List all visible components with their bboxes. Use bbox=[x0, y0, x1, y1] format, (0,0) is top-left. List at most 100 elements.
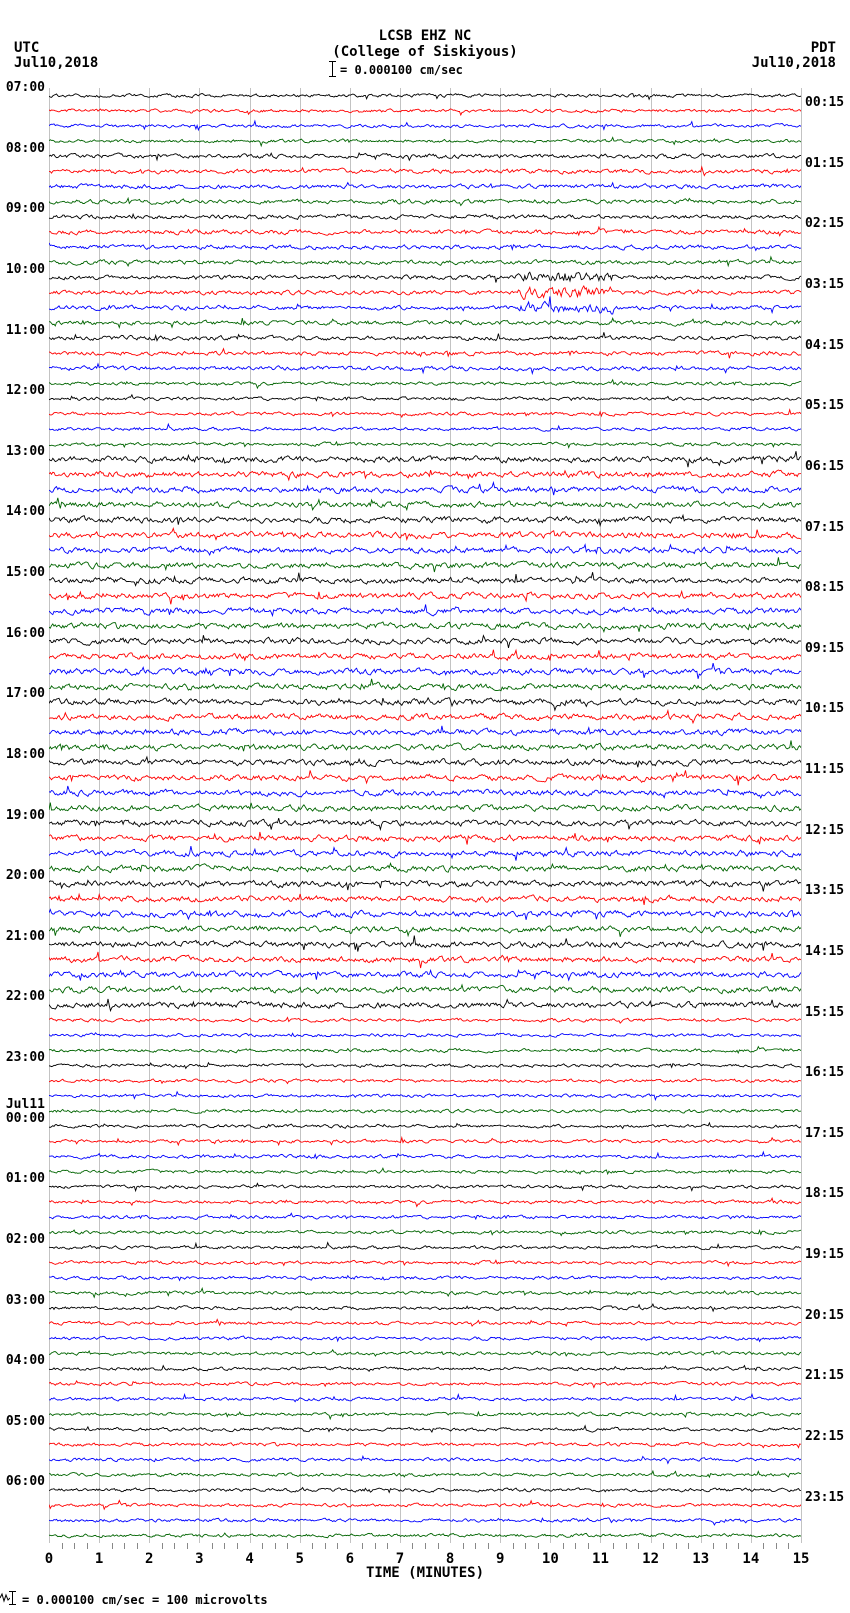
utc-time-label: 05:00 bbox=[6, 1414, 45, 1429]
scale-label: = 0.000100 cm/sec bbox=[340, 63, 463, 77]
minor-tick bbox=[475, 1543, 476, 1549]
trace-line bbox=[49, 410, 801, 417]
x-tick-label: 9 bbox=[496, 1551, 504, 1567]
minor-tick bbox=[525, 1543, 526, 1549]
utc-time-label: 09:00 bbox=[6, 201, 45, 216]
trace-line bbox=[49, 1304, 801, 1311]
minor-tick bbox=[726, 1543, 727, 1549]
trace-line bbox=[49, 1442, 801, 1447]
trace-line bbox=[49, 257, 801, 266]
pdt-time-label: 20:15 bbox=[805, 1308, 844, 1323]
trace-line bbox=[49, 1198, 801, 1206]
pdt-time-label: 11:15 bbox=[805, 762, 844, 777]
utc-time-label: 02:00 bbox=[6, 1232, 45, 1247]
utc-time-label: 03:00 bbox=[6, 1293, 45, 1308]
station-id: LCSB EHZ NC bbox=[0, 28, 850, 44]
minor-tick bbox=[212, 1543, 213, 1549]
trace-line bbox=[49, 1426, 801, 1432]
pdt-time-label: 14:15 bbox=[805, 944, 844, 959]
minor-tick bbox=[87, 1543, 88, 1549]
pdt-time-label: 23:15 bbox=[805, 1490, 844, 1505]
trace-line bbox=[49, 650, 801, 661]
pdt-time-label: 10:15 bbox=[805, 701, 844, 716]
trace-line bbox=[49, 985, 801, 994]
minor-tick bbox=[162, 1543, 163, 1549]
right-date: Jul10,2018 bbox=[752, 55, 836, 71]
minor-tick bbox=[488, 1543, 489, 1549]
station-name: (College of Siskiyous) bbox=[0, 44, 850, 60]
minor-tick bbox=[124, 1543, 125, 1549]
trace-line bbox=[49, 296, 801, 314]
seismogram-svg bbox=[49, 88, 801, 1543]
pdt-time-label: 08:15 bbox=[805, 580, 844, 595]
trace-line bbox=[49, 786, 801, 798]
pdt-time-label: 21:15 bbox=[805, 1368, 844, 1383]
trace-line bbox=[49, 318, 801, 327]
utc-time-label: 14:00 bbox=[6, 504, 45, 519]
utc-time-label: 23:00 bbox=[6, 1050, 45, 1065]
trace-line bbox=[49, 711, 801, 723]
trace-line bbox=[49, 1079, 801, 1084]
footer-scale-text: = 0.000100 cm/sec = 100 microvolts bbox=[22, 1593, 268, 1607]
pdt-time-label: 18:15 bbox=[805, 1186, 844, 1201]
trace-line bbox=[49, 1319, 801, 1326]
trace-line bbox=[49, 1381, 801, 1388]
pdt-time-label: 02:15 bbox=[805, 216, 844, 231]
x-axis-title: TIME (MINUTES) bbox=[366, 1565, 484, 1581]
trace-line bbox=[49, 1168, 801, 1174]
pdt-time-label: 06:15 bbox=[805, 459, 844, 474]
trace-line bbox=[49, 332, 801, 340]
minor-tick bbox=[538, 1543, 539, 1549]
pdt-time-label: 19:15 bbox=[805, 1247, 844, 1262]
x-tick-label: 5 bbox=[295, 1551, 303, 1567]
minor-tick bbox=[763, 1543, 764, 1549]
utc-time-label: 13:00 bbox=[6, 444, 45, 459]
scale-bar-icon bbox=[12, 1591, 13, 1605]
trace-line bbox=[49, 936, 801, 952]
minor-tick bbox=[738, 1543, 739, 1549]
trace-line bbox=[49, 153, 801, 160]
trace-line bbox=[49, 1033, 801, 1038]
minor-tick bbox=[137, 1543, 138, 1549]
x-tick-label: 10 bbox=[542, 1551, 559, 1567]
trace-line bbox=[49, 272, 801, 282]
utc-time-label: 18:00 bbox=[6, 747, 45, 762]
trace-line bbox=[49, 832, 801, 845]
trace-line bbox=[49, 286, 801, 299]
plot-area: 0123456789101112131415TIME (MINUTES) bbox=[49, 88, 801, 1543]
trace-line bbox=[49, 1183, 801, 1190]
trace-line bbox=[49, 698, 801, 710]
pdt-time-label: 05:15 bbox=[805, 398, 844, 413]
gridline bbox=[801, 88, 802, 1543]
trace-line bbox=[49, 442, 801, 448]
trace-line bbox=[49, 726, 801, 736]
trace-line bbox=[49, 515, 801, 525]
minor-tick bbox=[287, 1543, 288, 1549]
minor-tick bbox=[563, 1543, 564, 1549]
scale-bar-icon bbox=[332, 61, 333, 77]
trace-line bbox=[49, 1138, 801, 1145]
pdt-time-label: 03:15 bbox=[805, 277, 844, 292]
minor-tick bbox=[224, 1543, 225, 1549]
x-tick-label: 2 bbox=[145, 1551, 153, 1567]
trace-line bbox=[49, 1230, 801, 1236]
x-tick-label: 4 bbox=[245, 1551, 253, 1567]
utc-time-label: 17:00 bbox=[6, 686, 45, 701]
trace-line bbox=[49, 1288, 801, 1297]
minor-tick bbox=[262, 1543, 263, 1549]
trace-line bbox=[49, 214, 801, 219]
pdt-time-label: 04:15 bbox=[805, 338, 844, 353]
minor-tick bbox=[112, 1543, 113, 1549]
trace-line bbox=[49, 1152, 801, 1159]
trace-line bbox=[49, 1092, 801, 1100]
trace-line bbox=[49, 109, 801, 115]
trace-line bbox=[49, 952, 801, 968]
minor-tick bbox=[325, 1543, 326, 1549]
minor-tick bbox=[375, 1543, 376, 1549]
trace-line bbox=[49, 1336, 801, 1341]
pdt-time-label: 16:15 bbox=[805, 1065, 844, 1080]
minor-tick bbox=[237, 1543, 238, 1549]
pdt-time-label: 22:15 bbox=[805, 1429, 844, 1444]
trace-line bbox=[49, 1488, 801, 1493]
x-tick-label: 15 bbox=[793, 1551, 810, 1567]
